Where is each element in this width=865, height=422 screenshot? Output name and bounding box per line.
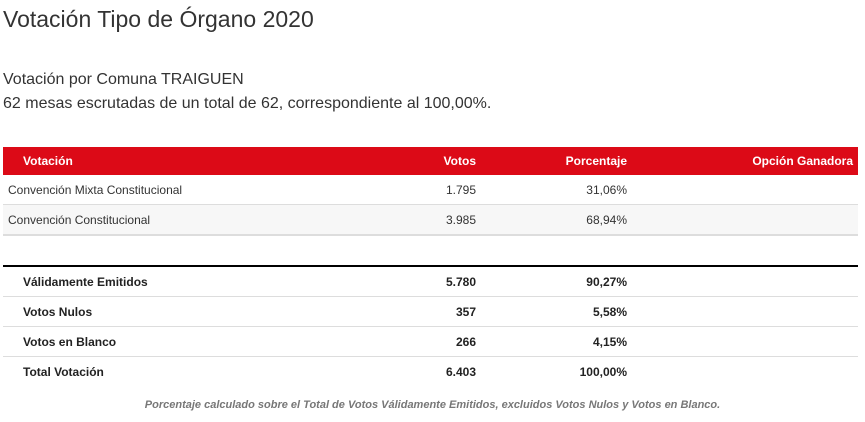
totals-label: Votos en Blanco [23,334,117,349]
option-name: Convención Mixta Constitucional [8,182,183,197]
header-votacion: Votación [23,154,73,168]
totals-row: Votos Nulos 357 5,58% [3,297,858,327]
option-votes: 3.985 [445,212,476,227]
table-header: Votación Votos Porcentaje Opción Ganador… [3,147,858,175]
page-title: Votación Tipo de Órgano 2020 [3,6,314,32]
table-row: Convención Mixta Constitucional 1.795 31… [3,175,858,205]
commune-subtitle: Votación por Comuna TRAIGUEN [3,71,244,88]
totals-table: Válidamente Emitidos 5.780 90,27% Votos … [3,265,858,386]
totals-label: Válidamente Emitidos [23,274,148,289]
totals-votes: 266 [455,334,476,349]
totals-pct: 5,58% [592,304,627,319]
tally-summary: 62 mesas escrutadas de un total de 62, c… [3,95,492,112]
header-votos: Votos [443,154,476,168]
totals-label: Total Votación [23,364,104,379]
totals-label: Votos Nulos [23,304,93,319]
totals-pct: 100,00% [579,364,627,379]
header-porcentaje: Porcentaje [565,154,627,168]
totals-votes: 357 [455,304,476,319]
option-pct: 31,06% [586,182,627,197]
totals-pct: 90,27% [586,274,627,289]
option-pct: 68,94% [586,212,627,227]
totals-votes: 6.403 [445,364,476,379]
option-name: Convención Constitucional [8,212,151,227]
table-row: Convención Constitucional 3.985 68,94% [3,205,858,236]
totals-row: Votos en Blanco 266 4,15% [3,327,858,357]
totals-row: Total Votación 6.403 100,00% [3,357,858,386]
results-table: Votación Votos Porcentaje Opción Ganador… [3,147,858,236]
totals-votes: 5.780 [445,274,476,289]
totals-row: Válidamente Emitidos 5.780 90,27% [3,267,858,297]
option-votes: 1.795 [445,182,476,197]
header-opcion-ganadora: Opción Ganadora [752,154,853,168]
totals-pct: 4,15% [592,334,627,349]
footnote: Porcentaje calculado sobre el Total de V… [144,399,721,411]
